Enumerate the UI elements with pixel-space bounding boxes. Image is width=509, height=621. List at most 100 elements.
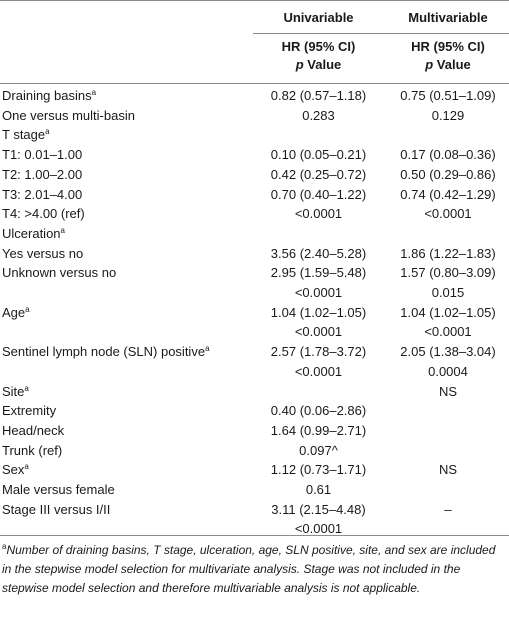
row-label-text: Ulceration: [2, 225, 61, 241]
univariable-cell: 0.40 (0.06–2.86): [270, 403, 367, 419]
multivariable-cell: 0.129: [431, 107, 465, 123]
table-row: Ulcerationa: [0, 224, 509, 244]
multivariable-cell: NS: [438, 462, 458, 478]
univariable-cell: <0.0001: [294, 521, 343, 537]
table-row: Sentinel lymph node (SLN) positivea 2.57 …: [0, 342, 509, 362]
univariable-cell: 0.82 (0.57–1.18): [270, 88, 367, 103]
multivariable-cell: 1.04 (1.02–1.05): [400, 304, 496, 320]
row-label-text: Male versus female: [2, 482, 115, 497]
footnote-text: Number of draining basins, T stage, ulce…: [2, 543, 496, 595]
row-label: Extremity: [2, 401, 56, 421]
table-row: <0.0001 0.015: [0, 283, 509, 303]
univariable-cell: 0.283: [302, 107, 335, 123]
table-row: T stagea: [0, 125, 509, 145]
table-top-rule: [0, 0, 509, 1]
univariable-cell: 0.10 (0.05–0.21): [270, 147, 367, 163]
multivariable-cell: 1.57 (0.80–3.09): [400, 265, 496, 281]
row-label-text: Sentinel lymph node (SLN) positive: [2, 344, 206, 360]
univariable-p-letter: p: [295, 57, 304, 72]
row-label-footnote-marker: a: [60, 225, 65, 235]
table-row: <0.0001: [0, 519, 509, 539]
univariable-hr-label: HR (95% CI): [281, 39, 356, 54]
row-label: T1: 0.01–1.00: [2, 145, 82, 165]
table-row: Agea 1.04 (1.02–1.05) 1.04 (1.02–1.05): [0, 303, 509, 323]
table-row: Unknown versus no 2.95 (1.59–5.48) 1.57 (0…: [0, 263, 509, 283]
row-label: Male versus female: [2, 480, 115, 500]
table-row: Head/neck 1.64 (0.99–2.71): [0, 421, 509, 441]
row-label: T3: 2.01–4.00: [2, 185, 82, 205]
univariable-subheader: HR (95% CI) p Value: [253, 38, 384, 74]
row-label-text: T4: >4.00 (ref): [2, 206, 85, 222]
row-label: Sitea: [2, 382, 29, 402]
univariable-cell: 0.42 (0.25–0.72): [270, 166, 367, 182]
footnote-marker: a: [2, 542, 7, 551]
multivariable-cell: 1.86 (1.22–1.83): [400, 245, 496, 261]
row-label-text: Sex: [2, 462, 25, 478]
row-label: T stagea: [2, 125, 50, 145]
table-row: Sexa 1.12 (0.73–1.71) NS: [0, 460, 509, 480]
row-label: Sentinel lymph node (SLN) positivea: [2, 342, 210, 362]
row-label-footnote-marker: a: [24, 383, 29, 393]
row-label: Draining basinsa: [2, 86, 96, 106]
row-label-text: Age: [2, 304, 26, 320]
row-label: Head/neck: [2, 421, 64, 441]
multivariable-cell: 0.50 (0.29–0.86): [400, 166, 496, 182]
multivariable-cell: 0.74 (0.42–1.29): [400, 186, 496, 202]
table-row: One versus multi-basin 0.283 0.129: [0, 106, 509, 126]
row-label-footnote-marker: a: [24, 462, 29, 472]
multivariable-cell: –: [444, 501, 452, 517]
row-label-text: Yes versus no: [2, 245, 84, 261]
table-row: <0.0001 <0.0001: [0, 322, 509, 342]
row-label: Agea: [2, 303, 30, 323]
multivariable-p-letter: p: [425, 57, 434, 72]
multivariable-cell: <0.0001: [424, 324, 472, 340]
row-label: T4: >4.00 (ref): [2, 204, 85, 224]
univariable-cell: <0.0001: [294, 363, 343, 379]
multivariable-cell: 0.75 (0.51–1.09): [400, 88, 496, 103]
row-label: Trunk (ref): [2, 441, 62, 461]
row-label-footnote-marker: a: [205, 344, 210, 354]
multivariable-cell: 2.05 (1.38–3.04): [400, 344, 496, 360]
table-row: Yes versus no 3.56 (2.40–5.28) 1.86 (1.22–…: [0, 244, 509, 264]
univariable-cell: 1.64 (0.99–2.71): [270, 422, 367, 438]
row-label-text: T3: 2.01–4.00: [2, 186, 83, 202]
row-label-text: One versus multi-basin: [2, 107, 135, 123]
row-label: Stage III versus I/II: [2, 500, 110, 520]
multivariable-p-label: p Value: [387, 56, 509, 74]
row-label: Ulcerationa: [2, 224, 65, 244]
table-bottom-rule: [0, 535, 509, 536]
row-label-text: Unknown versus no: [2, 265, 117, 281]
univariable-cell: <0.0001: [294, 206, 343, 222]
multivariable-header: Multivariable: [408, 10, 488, 25]
table-footnote: aNumber of draining basins, T stage, ulc…: [2, 541, 507, 598]
row-label-text: T1: 0.01–1.00: [2, 147, 83, 163]
univariable-cell: <0.0001: [294, 285, 343, 300]
table-row: T4: >4.00 (ref) <0.0001 <0.0001: [0, 204, 509, 224]
row-label-footnote-marker: a: [91, 88, 97, 97]
univariable-cell: 2.95 (1.59–5.48): [270, 265, 367, 281]
univariable-cell: 3.11 (2.15–4.48): [271, 501, 366, 517]
univariable-cell: <0.0001: [294, 324, 343, 340]
table-row: Male versus female 0.61: [0, 480, 509, 500]
row-label: T2: 1.00–2.00: [2, 165, 82, 185]
row-label: Sexa: [2, 460, 29, 480]
multivariable-cell: 0.015: [431, 285, 465, 300]
row-label-text: Head/neck: [2, 422, 65, 438]
table-row: Trunk (ref) 0.097^: [0, 441, 509, 461]
row-label-text: Extremity: [2, 403, 57, 419]
multivariable-cell: 0.0004: [428, 363, 468, 379]
row-label-text: T2: 1.00–2.00: [2, 166, 83, 182]
univariable-header: Univariable: [283, 10, 354, 25]
table-row: T3: 2.01–4.00 0.70 (0.40–1.22) 0.74 (0.42–…: [0, 185, 509, 205]
table-row: Draining basinsa 0.82 (0.57–1.18) 0.75 (0.…: [0, 86, 509, 106]
univariable-cell: 1.12 (0.73–1.71): [270, 462, 367, 478]
univariable-cell: 0.61: [305, 482, 332, 497]
table-row: T1: 0.01–1.00 0.10 (0.05–0.21) 0.17 (0.08–…: [0, 145, 509, 165]
header-spanner-rule: [253, 33, 509, 34]
row-label-text: Trunk (ref): [2, 442, 63, 458]
table-row: Stage III versus I/II 3.11 (2.15–4.48) –: [0, 500, 509, 520]
multivariable-cell: NS: [438, 383, 458, 399]
row-label-text: T stage: [2, 127, 46, 143]
row-label-text: Site: [2, 383, 25, 399]
univariable-cell: 2.57 (1.78–3.72): [270, 344, 367, 360]
